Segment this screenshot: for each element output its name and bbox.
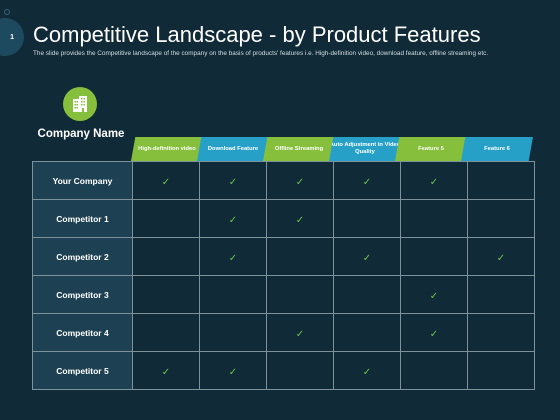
company-name-cell: Competitor 1 bbox=[32, 199, 133, 238]
feature-cell bbox=[400, 351, 468, 390]
feature-cell: ✓ bbox=[199, 351, 267, 390]
feature-cell bbox=[132, 199, 200, 238]
feature-header-3: Offline Streaming bbox=[263, 137, 335, 161]
feature-cell bbox=[467, 161, 535, 200]
table-row: Competitor 5 ✓ ✓ ✓ bbox=[32, 351, 535, 390]
feature-cell: ✓ bbox=[333, 161, 401, 200]
checkmark-icon: ✓ bbox=[228, 176, 238, 188]
checkmark-icon: ✓ bbox=[429, 176, 439, 188]
feature-cell: ✓ bbox=[400, 161, 468, 200]
checkmark-icon: ✓ bbox=[295, 214, 305, 226]
decorative-dot bbox=[4, 9, 10, 15]
feature-cell: ✓ bbox=[266, 161, 334, 200]
slide-number: 1 bbox=[10, 33, 14, 41]
feature-header-5: Feature 5 bbox=[395, 137, 467, 161]
feature-cell: ✓ bbox=[266, 199, 334, 238]
feature-header-4: Auto Adjustment in Video Quality bbox=[329, 137, 401, 161]
checkmark-icon: ✓ bbox=[295, 328, 305, 340]
feature-cell bbox=[132, 313, 200, 352]
feature-cell: ✓ bbox=[467, 237, 535, 276]
table-row: Competitor 4 ✓ ✓ bbox=[32, 313, 535, 352]
slide-number-badge: 1 bbox=[0, 18, 24, 56]
checkmark-icon: ✓ bbox=[228, 214, 238, 226]
checkmark-icon: ✓ bbox=[362, 252, 372, 264]
feature-cell bbox=[400, 199, 468, 238]
checkmark-icon: ✓ bbox=[429, 328, 439, 340]
feature-cell: ✓ bbox=[400, 275, 468, 314]
checkmark-icon: ✓ bbox=[161, 176, 171, 188]
checkmark-icon: ✓ bbox=[228, 366, 238, 378]
checkmark-icon: ✓ bbox=[496, 252, 506, 264]
feature-header-2: Download Feature bbox=[197, 137, 269, 161]
feature-cell bbox=[266, 275, 334, 314]
feature-comparison-table: Your Company ✓ ✓ ✓ ✓ ✓ Competitor 1 ✓ ✓ Competito… bbox=[32, 161, 535, 390]
feature-cell bbox=[132, 237, 200, 276]
feature-cell bbox=[467, 351, 535, 390]
checkmark-icon: ✓ bbox=[161, 366, 171, 378]
feature-cell: ✓ bbox=[132, 351, 200, 390]
feature-cell bbox=[333, 199, 401, 238]
company-name-cell: Competitor 2 bbox=[32, 237, 133, 276]
feature-header-6: Feature 6 bbox=[461, 137, 533, 161]
company-name-cell: Competitor 4 bbox=[32, 313, 133, 352]
table-row: Competitor 2 ✓ ✓ ✓ bbox=[32, 237, 535, 276]
checkmark-icon: ✓ bbox=[429, 290, 439, 302]
feature-cell bbox=[199, 275, 267, 314]
feature-cell: ✓ bbox=[333, 237, 401, 276]
feature-cell: ✓ bbox=[266, 313, 334, 352]
feature-cell bbox=[400, 237, 468, 276]
feature-cell bbox=[199, 313, 267, 352]
feature-cell: ✓ bbox=[132, 161, 200, 200]
table-row: Competitor 3 ✓ bbox=[32, 275, 535, 314]
company-name-cell: Your Company bbox=[32, 161, 133, 200]
feature-cell: ✓ bbox=[199, 161, 267, 200]
checkmark-icon: ✓ bbox=[295, 176, 305, 188]
feature-header-1: High-definition video bbox=[131, 137, 203, 161]
table-row: Your Company ✓ ✓ ✓ ✓ ✓ bbox=[32, 161, 535, 200]
feature-cell: ✓ bbox=[199, 237, 267, 276]
checkmark-icon: ✓ bbox=[362, 366, 372, 378]
company-name-heading: Company Name bbox=[37, 128, 125, 140]
slide-title: Competitive Landscape - by Product Featu… bbox=[33, 22, 481, 47]
company-name-cell: Competitor 5 bbox=[32, 351, 133, 390]
feature-cell: ✓ bbox=[199, 199, 267, 238]
building-icon bbox=[63, 87, 97, 121]
feature-cell bbox=[333, 275, 401, 314]
feature-cell bbox=[467, 313, 535, 352]
slide-subtitle: The slide provides the Competitive lands… bbox=[33, 50, 489, 57]
feature-cell bbox=[266, 237, 334, 276]
feature-cell bbox=[132, 275, 200, 314]
table-row: Competitor 1 ✓ ✓ bbox=[32, 199, 535, 238]
feature-cell bbox=[467, 275, 535, 314]
company-name-cell: Competitor 3 bbox=[32, 275, 133, 314]
checkmark-icon: ✓ bbox=[362, 176, 372, 188]
feature-cell bbox=[333, 313, 401, 352]
feature-cell bbox=[266, 351, 334, 390]
feature-cell bbox=[467, 199, 535, 238]
feature-cell: ✓ bbox=[333, 351, 401, 390]
feature-cell: ✓ bbox=[400, 313, 468, 352]
checkmark-icon: ✓ bbox=[228, 252, 238, 264]
